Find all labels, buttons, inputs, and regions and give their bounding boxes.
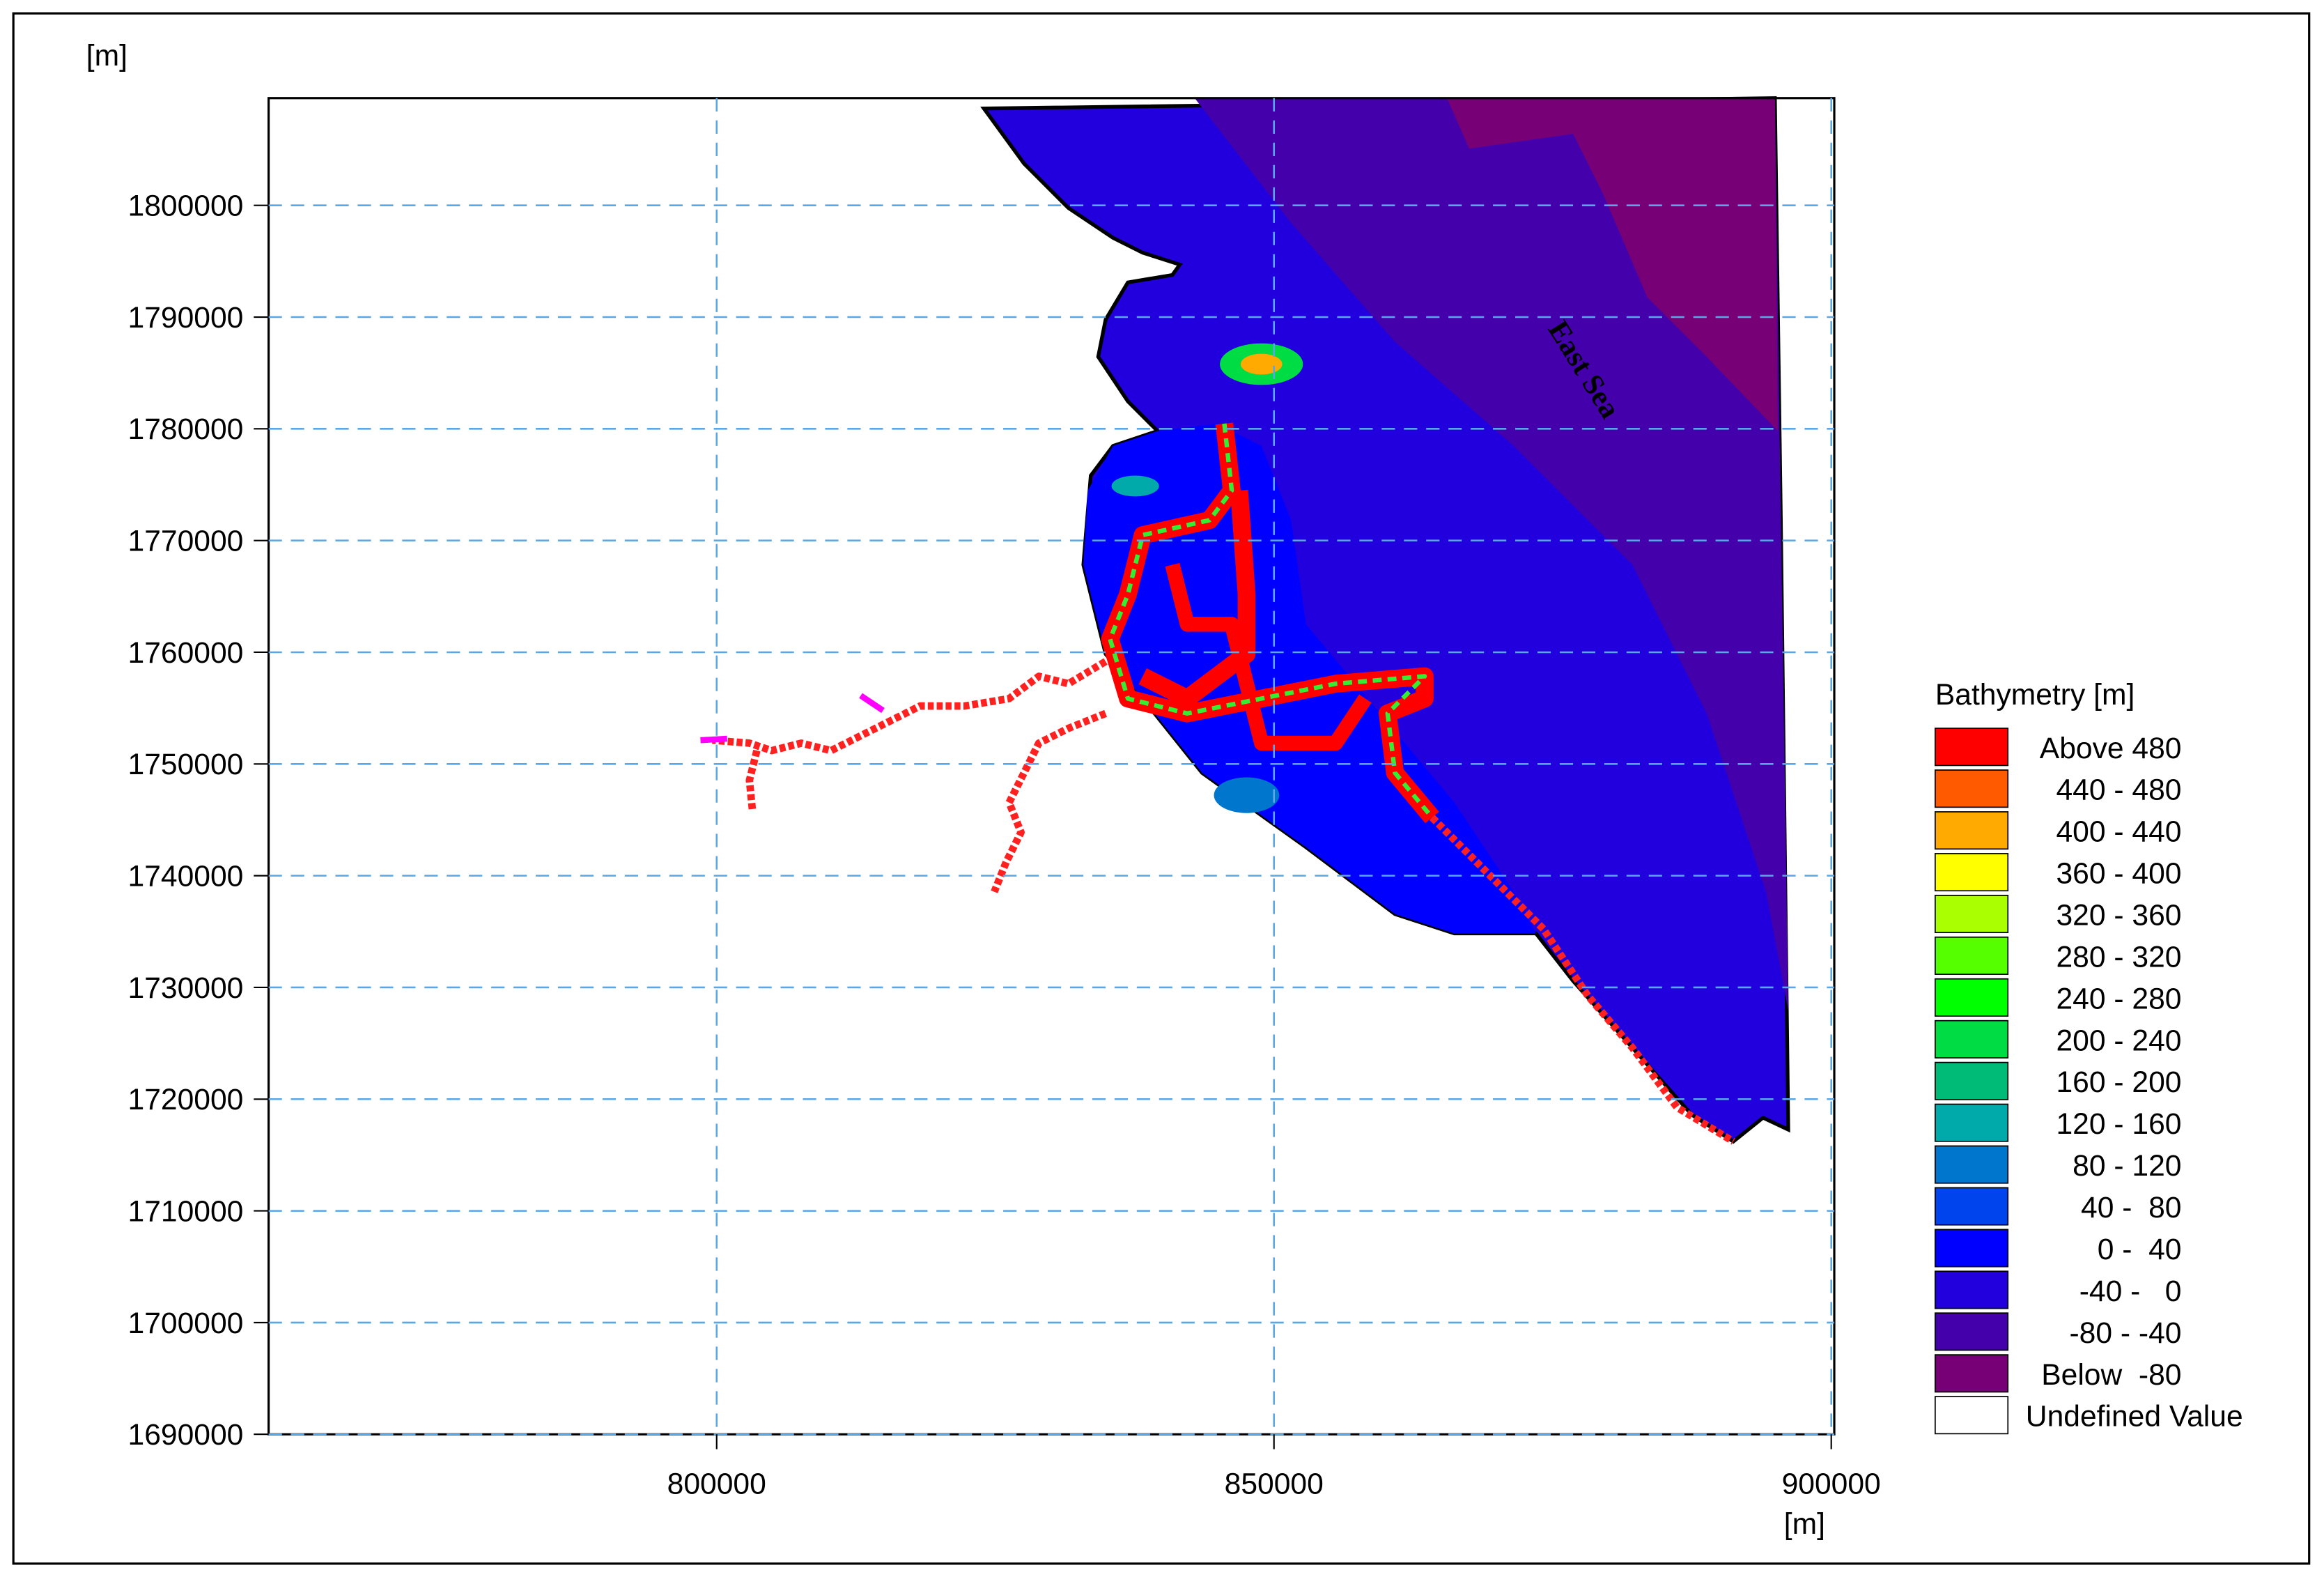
legend-swatch — [1935, 1229, 2009, 1268]
y-tick-label: 1790000 — [128, 301, 244, 334]
y-tick-label: 1700000 — [128, 1307, 244, 1340]
legend-swatch — [1935, 811, 2009, 850]
legend-label: 200 - 240 — [2056, 1024, 2181, 1057]
x-tick-label: 900000 — [1782, 1468, 1881, 1501]
legend-label: 40 - 80 — [2081, 1191, 2181, 1224]
legend: Bathymetry [m] Above 480 440 - 480 400 - 4… — [1935, 678, 2243, 1435]
shoal — [1111, 475, 1159, 497]
y-tick-label: 1770000 — [128, 525, 244, 558]
y-tick-label: 1710000 — [128, 1195, 244, 1229]
legend-label: 320 - 360 — [2056, 898, 2181, 932]
y-tick-label: 1720000 — [128, 1083, 244, 1116]
y-tick-label: 1780000 — [128, 413, 244, 446]
deep-zone — [1447, 98, 1779, 431]
legend-label: 400 - 440 — [2056, 815, 2181, 849]
legend-label: Below -80 — [2041, 1358, 2181, 1392]
y-tick-label: 1760000 — [128, 636, 244, 670]
river-center — [1108, 423, 1434, 820]
river-tip — [700, 735, 728, 744]
river-branch — [712, 658, 1108, 755]
bathymetry-map — [980, 96, 1790, 1144]
x-axis-label: [m] — [1784, 1507, 1825, 1541]
y-tick-label: 1690000 — [128, 1418, 244, 1452]
y-tick-label: 1730000 — [128, 971, 244, 1005]
coast-stream — [1429, 815, 1735, 1145]
legend-label: 160 - 200 — [2056, 1066, 2181, 1099]
frame — [12, 12, 2311, 1565]
legend-swatch — [1935, 853, 2009, 892]
legend-label: 120 - 160 — [2056, 1107, 2181, 1141]
legend-swatch — [1935, 1020, 2009, 1059]
legend-title: Bathymetry [m] — [1935, 678, 2135, 711]
legend-swatch — [1935, 978, 2009, 1017]
axes: 1690000 1700000 1710000 1720000 1730000 17400… — [128, 98, 1881, 1501]
y-axis-label: [m] — [86, 39, 127, 72]
shoal — [1214, 777, 1280, 813]
legend-swatch — [1935, 1103, 2009, 1142]
river-tip — [859, 693, 885, 714]
legend-swatch — [1935, 1396, 2009, 1435]
legend-label: Above 480 — [2040, 732, 2182, 765]
legend-swatch — [1935, 1187, 2009, 1226]
legend-swatch — [1935, 936, 2009, 975]
legend-label: Undefined Value — [2026, 1400, 2243, 1433]
legend-swatch — [1935, 1145, 2009, 1184]
legend-label: 280 - 320 — [2056, 940, 2181, 974]
legend-swatch — [1935, 728, 2009, 767]
river-branch — [991, 709, 1108, 893]
legend-swatch — [1935, 1061, 2009, 1100]
legend-swatch — [1935, 769, 2009, 808]
legend-label: 360 - 400 — [2056, 857, 2181, 891]
river-network — [700, 422, 1735, 1145]
legend-label: -40 - 0 — [2079, 1275, 2182, 1308]
legend-label: 0 - 40 — [2098, 1233, 2182, 1266]
x-tick-label: 850000 — [1225, 1468, 1324, 1501]
river-branch — [745, 749, 761, 810]
legend-swatch — [1935, 1354, 2009, 1393]
river — [1165, 562, 1372, 751]
legend-swatch — [1935, 1270, 2009, 1309]
mid-depth-zone — [1194, 98, 1788, 1011]
x-tick-label: 800000 — [667, 1468, 766, 1501]
legend-label: 240 - 280 — [2056, 982, 2181, 1015]
y-tick-label: 1750000 — [128, 748, 244, 781]
legend-swatch — [1935, 895, 2009, 934]
island-peak — [1240, 353, 1283, 375]
legend-swatch — [1935, 1312, 2009, 1351]
y-tick-label: 1800000 — [128, 190, 244, 223]
legend-label: 440 - 480 — [2056, 774, 2181, 807]
legend-label: 80 - 120 — [2073, 1149, 2181, 1183]
legend-label: -80 - -40 — [2069, 1316, 2181, 1350]
y-tick-label: 1740000 — [128, 860, 244, 893]
